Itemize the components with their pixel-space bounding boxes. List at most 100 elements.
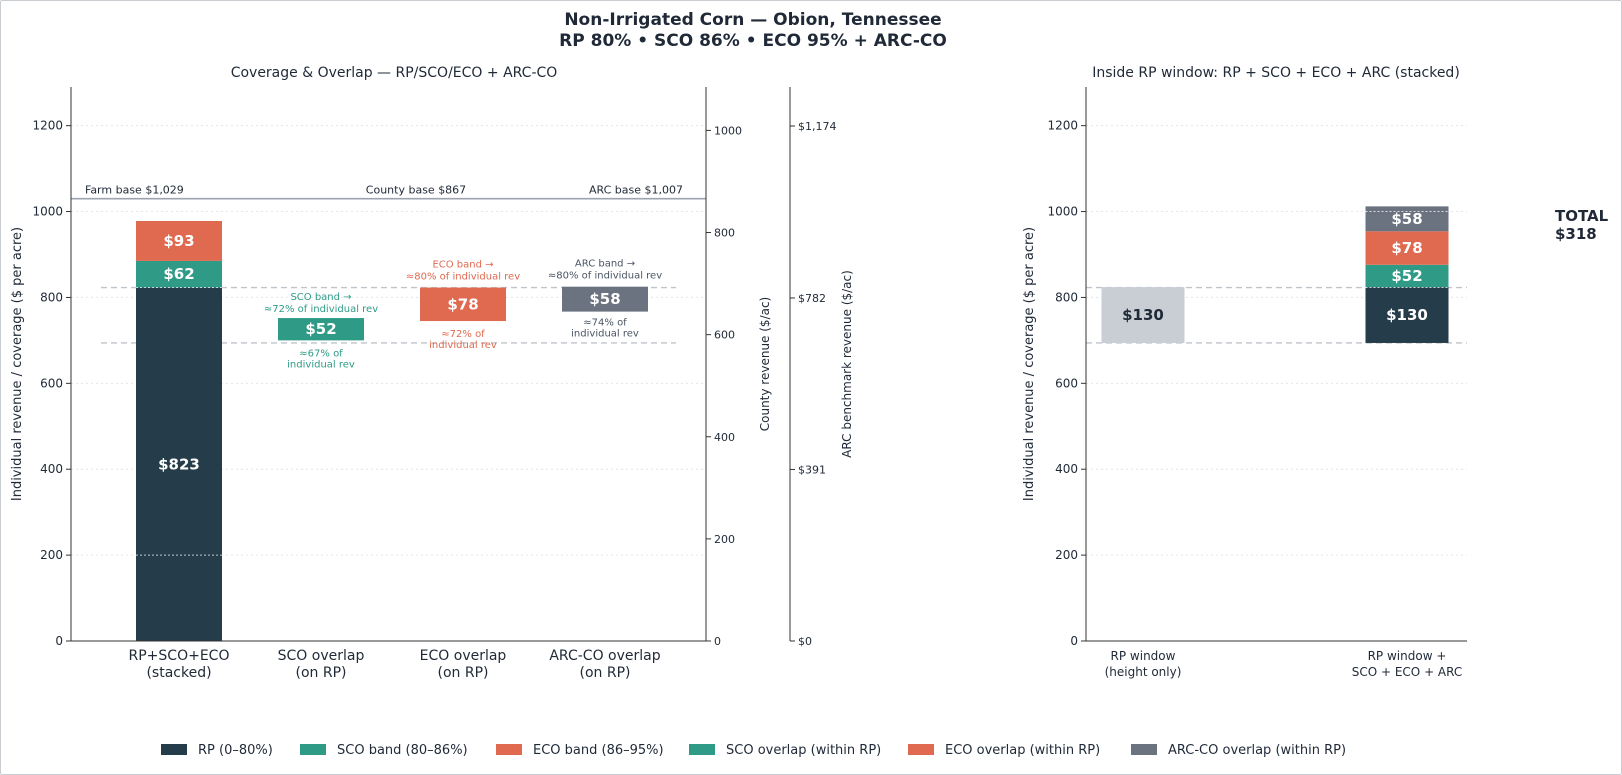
county-tick-label: 600 [714,329,735,342]
y-tick-label: 0 [55,634,63,648]
y-tick-label: 200 [40,548,63,562]
left-plot-area: $823 $62 $93 Farm base $1,029 County base $8… [10,87,854,681]
y-tick-label: 200 [1055,548,1078,562]
x-tick-label: SCO overlap [278,648,365,664]
left-y-axis-label: Individual revenue / coverage ($ per acr… [10,227,25,501]
legend-swatch [908,744,934,755]
y-tick-label: 1200 [32,119,63,133]
overlap-note-above: ≈80% of individual rev [406,272,520,283]
right-bar-value-label: $52 [1391,267,1422,285]
left-chart-title: Coverage & Overlap — RP/SCO/ECO + ARC-CO [231,65,558,81]
overlap-bar-arc [562,286,648,312]
figure-title-line2: RP 80% • SCO 86% • ECO 95% + ARC-CO [559,31,947,51]
y-tick-label: 1000 [1047,205,1078,219]
arc-tick-label: $391 [798,463,826,476]
y-tick-label: 600 [1055,376,1078,390]
total-label: TOTAL [1555,207,1609,225]
overlap-note-above: ≈80% of individual rev [548,271,662,282]
legend-label: ECO overlap (within RP) [945,743,1100,758]
right-bar-segment-arc [1365,206,1449,232]
y-tick-label: 400 [1055,462,1078,476]
overlap-note-below: individual rev [287,359,355,370]
legend-swatch [496,744,522,755]
x-tick-label: RP window [1111,649,1176,663]
right-bar-segment-rp_window [1101,287,1185,343]
overlap-note-below: ≈74% of [583,318,627,329]
overlap-note-above: ECO band → [432,260,493,271]
overlap-note-above: SCO band → [290,292,351,303]
x-tick-label: (stacked) [146,665,211,681]
stacked-bar-segment-sco [136,260,222,288]
legend: RP (0–80%) SCO band (80–86%) ECO band (86–… [161,743,1346,758]
overlap-note-below: ≈67% of [299,348,343,359]
overlap-bar-sco [278,318,364,341]
overlap-bar-eco [420,287,506,322]
county-tick-label: 800 [714,227,735,240]
county-tick-label: 1000 [714,124,742,137]
legend-label: SCO band (80–86%) [337,743,468,758]
arc-tick-label: $1,174 [798,120,837,133]
county-tick-label: 400 [714,431,735,444]
x-tick-label: (height only) [1105,665,1182,679]
overlap-note-below: ≈72% of [441,329,485,340]
right-chart: Inside RP window: RP + SCO + ECO + ARC (… [1022,65,1609,679]
legend-swatch [1131,744,1157,755]
y-tick-label: 800 [40,290,63,304]
y-tick-label: 1200 [1047,119,1078,133]
overlap-bar-value-label: $58 [589,290,620,308]
x-tick-label: RP+SCO+ECO [129,648,230,664]
legend-label: ECO band (86–95%) [533,743,664,758]
legend-swatch [300,744,326,755]
y-tick-label: 600 [40,376,63,390]
y-tick-label: 800 [1055,290,1078,304]
x-tick-label: ARC-CO overlap [549,648,660,664]
overlap-bar-value-label: $52 [305,320,336,338]
stacked-bar-value-label: $62 [163,265,194,283]
legend-label: SCO overlap (within RP) [726,743,881,758]
y-tick-label: 1000 [32,205,63,219]
left-chart: Coverage & Overlap — RP/SCO/ECO + ARC-CO… [10,65,854,681]
right-bar-segment-sco [1365,264,1449,288]
right-plot-area: $130 $130 $52 $78 $58 0 200 400 600 800 1000 1200 In… [1022,87,1609,679]
right-bar-segment-rp [1365,287,1449,343]
x-tick-label: (on RP) [580,665,631,681]
x-tick-label: SCO + ECO + ARC [1352,665,1463,679]
base-label: County base $867 [366,184,466,197]
base-label: ARC base $1,007 [589,184,683,197]
y-tick-label: 400 [40,462,63,476]
legend-label: RP (0–80%) [198,743,273,758]
overlap-note-above: ARC band → [575,259,635,270]
arc-axis-label: ARC benchmark revenue ($/ac) [840,270,854,458]
x-tick-label: (on RP) [296,665,347,681]
stacked-bar-value-label: $93 [163,232,194,250]
x-tick-label: (on RP) [438,665,489,681]
right-y-axis-label: Individual revenue / coverage ($ per acr… [1022,227,1037,501]
county-tick-label: 200 [714,533,735,546]
legend-label: ARC-CO overlap (within RP) [1168,743,1346,758]
overlap-bar-value-label: $78 [447,295,478,313]
right-bar-value-label: $130 [1386,306,1428,324]
x-tick-label: ECO overlap [420,648,507,664]
y-tick-label: 0 [1070,634,1078,648]
right-bar-segment-eco [1365,231,1449,265]
stacked-bar-segment-rp [136,287,222,641]
right-bar-value-label: $58 [1391,210,1422,228]
legend-swatch [161,744,187,755]
x-tick-label: RP window + [1368,649,1447,663]
stacked-bar-segment-eco [136,220,222,261]
right-bar-value-label: $130 [1122,306,1164,324]
base-label: Farm base $1,029 [85,184,184,197]
overlap-note-below: individual rev [429,340,497,351]
legend-swatch [689,744,715,755]
county-tick-label: 0 [714,635,721,648]
arc-tick-label: $0 [798,635,812,648]
overlap-note-below: individual rev [571,329,639,340]
right-chart-title: Inside RP window: RP + SCO + ECO + ARC (… [1092,65,1460,81]
total-value: $318 [1555,225,1597,243]
arc-tick-label: $782 [798,292,826,305]
overlap-note-above: ≈72% of individual rev [264,304,378,315]
county-axis-label: County revenue ($/ac) [758,297,772,432]
stacked-bar-value-label: $823 [158,455,200,473]
